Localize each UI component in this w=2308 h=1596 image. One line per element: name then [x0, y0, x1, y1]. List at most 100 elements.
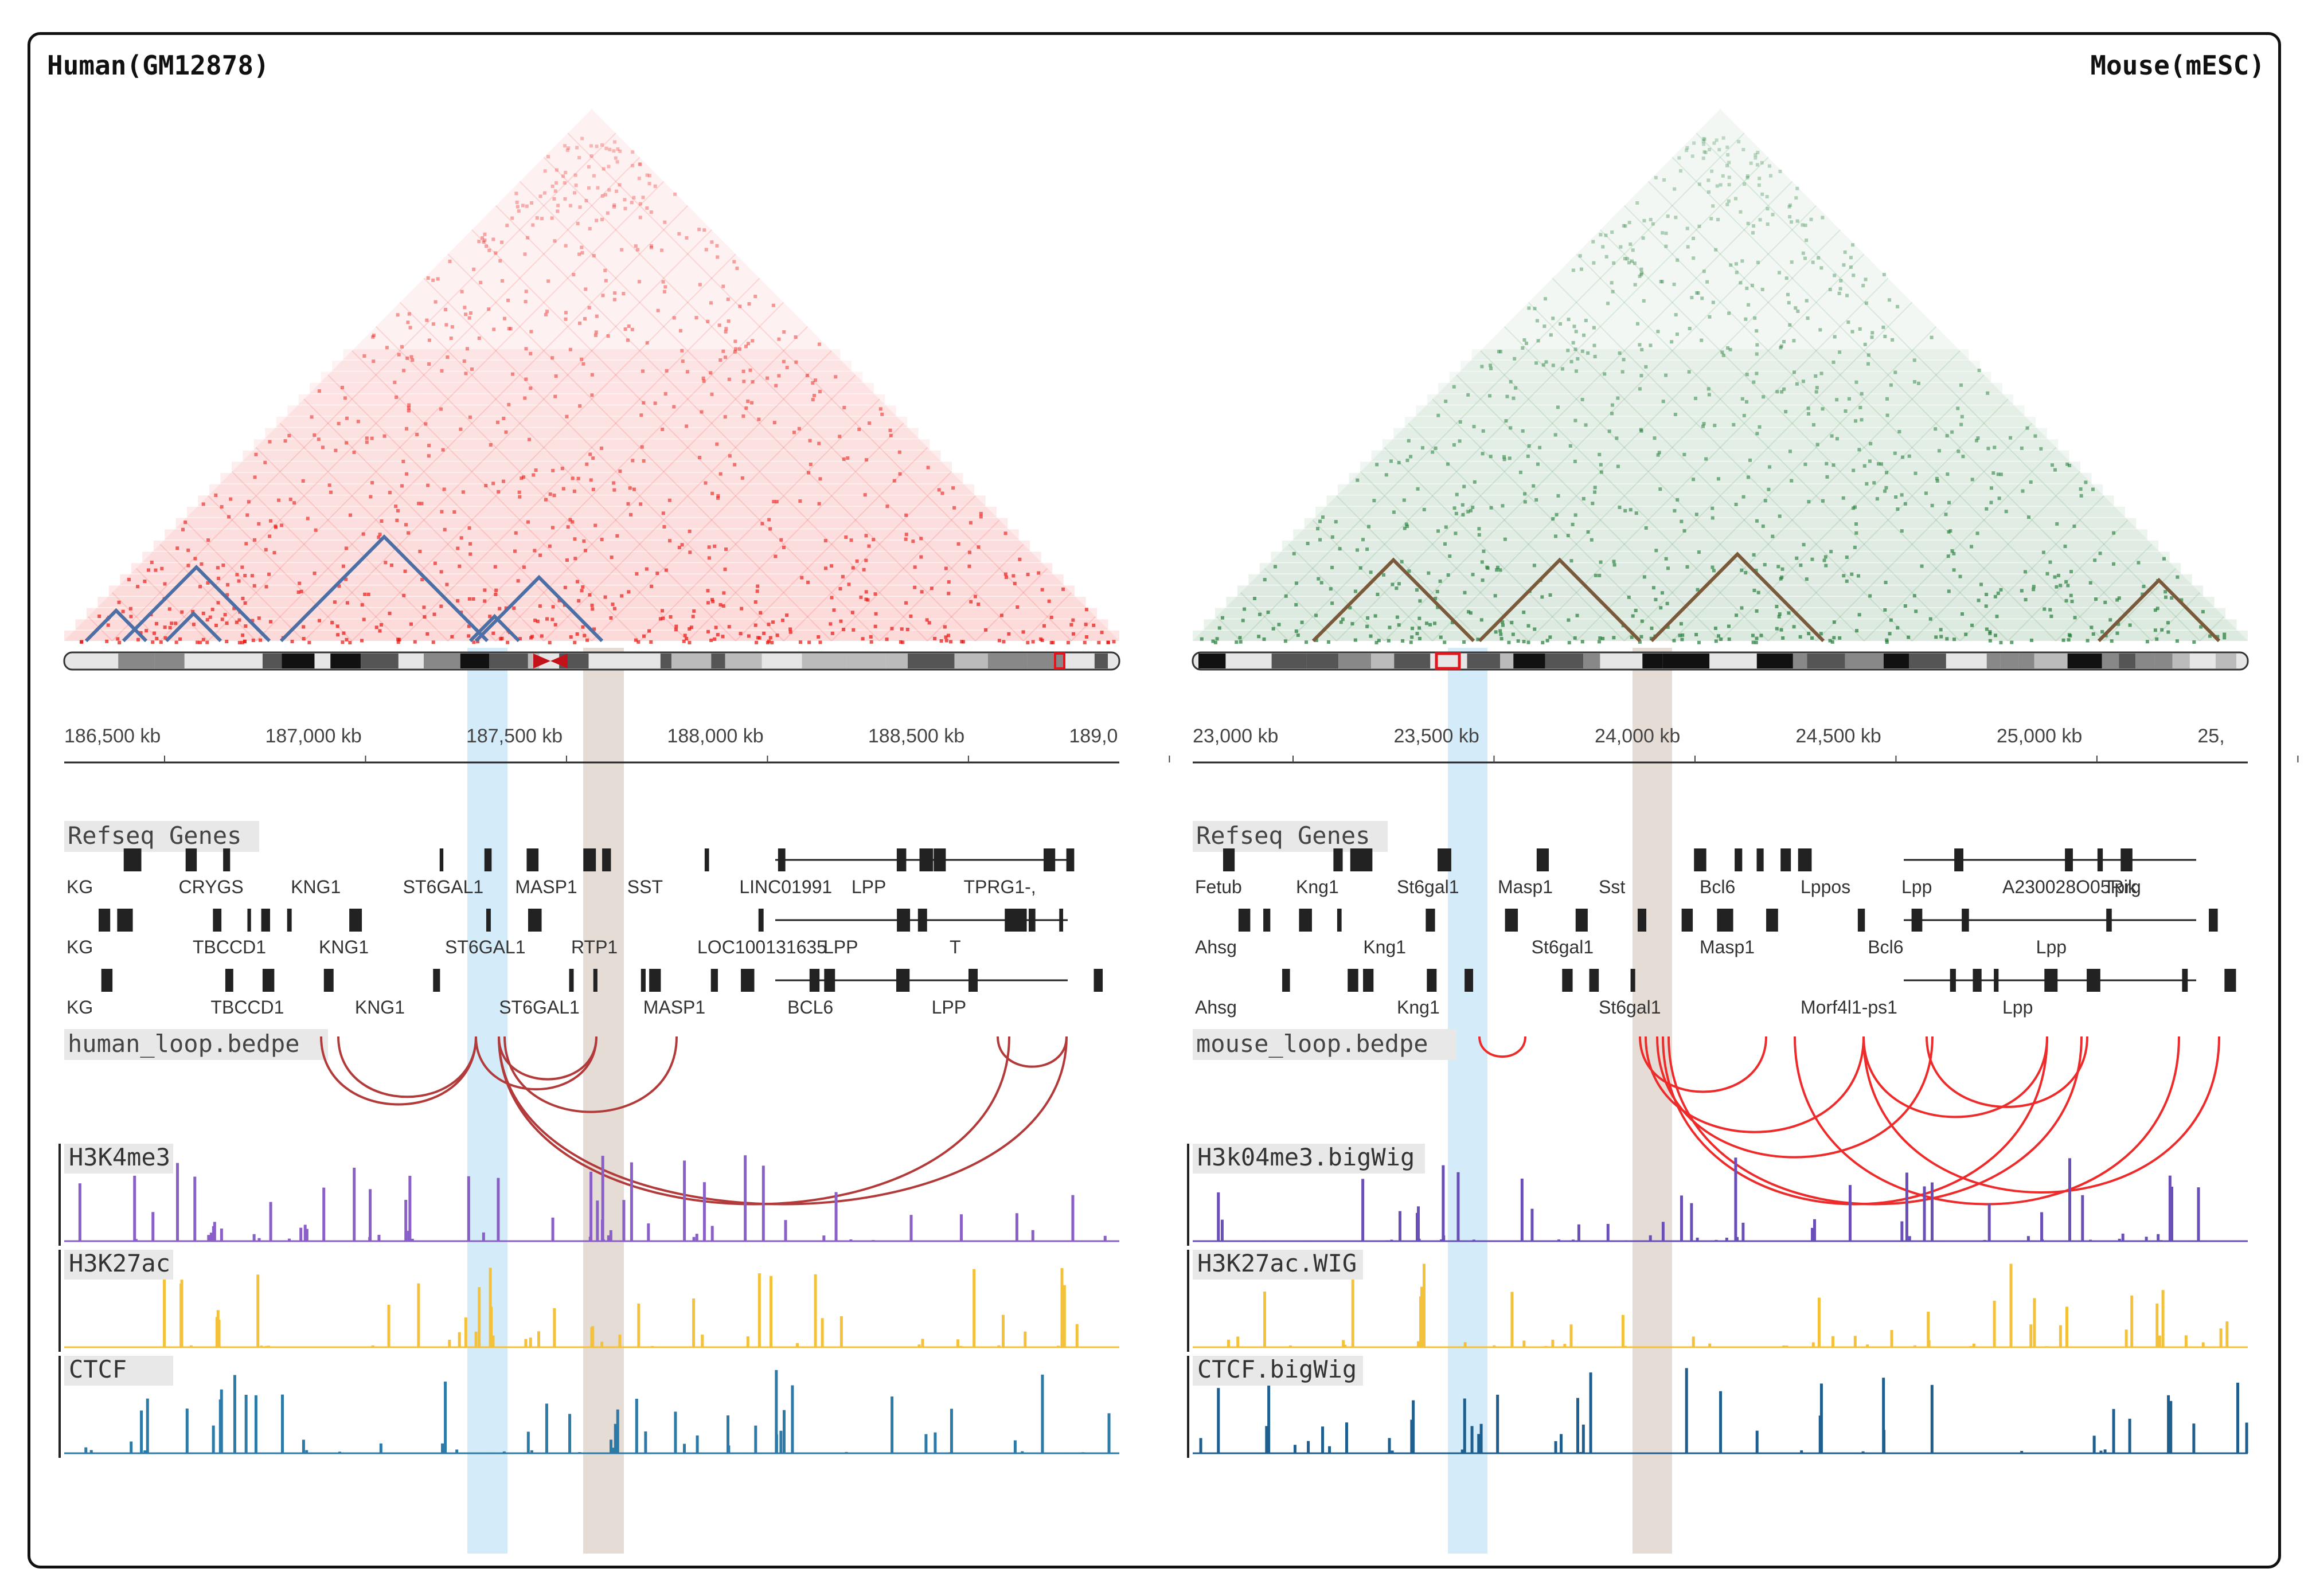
heatmap-cell: [545, 310, 549, 314]
signal-peak: [1342, 1340, 1345, 1347]
heatmap-cell: [483, 588, 487, 592]
heatmap-cell: [588, 593, 592, 597]
heatmap-cell: [504, 430, 508, 434]
exon-glyph: [439, 848, 444, 871]
exon-glyph: [1857, 909, 1865, 932]
heatmap-cell: [1543, 297, 1547, 301]
heatmap-cell: [1084, 608, 1088, 612]
heatmap-cell: [1373, 614, 1377, 618]
heatmap-cell: [427, 454, 431, 458]
signal-peak: [637, 1303, 641, 1347]
heatmap-cell: [635, 572, 639, 576]
heatmap-cell: [1574, 330, 1578, 334]
heatmap-cell: [1819, 371, 1823, 375]
heatmap-cell: [1725, 145, 1729, 149]
signal-peak: [1685, 1368, 1688, 1453]
heatmap-cell: [661, 427, 665, 431]
heatmap-cell: [630, 201, 634, 205]
heatmap-cell: [2070, 600, 2074, 604]
heatmap-cell: [1993, 445, 1997, 449]
heatmap-cell: [1047, 599, 1051, 603]
heatmap-cell: [1715, 138, 1719, 142]
heatmap-cell: [1835, 437, 1839, 441]
heatmap-cell: [1884, 486, 1888, 490]
gene-name: ST6GAL1: [445, 937, 526, 957]
heatmap-cell: [1573, 347, 1577, 351]
heatmap-layer: [332, 360, 852, 371]
heatmap-cell: [1660, 591, 1664, 595]
gene-name: Fetub: [1195, 877, 1242, 897]
heatmap-cell: [2029, 480, 2033, 484]
heatmap-cell: [1831, 360, 1836, 364]
heatmap-cell: [1884, 581, 1888, 585]
heatmap-gridline: [1216, 616, 1241, 641]
heatmap-gridline: [208, 495, 353, 641]
heatmap-cell: [1868, 459, 1872, 463]
heatmap-cell: [198, 585, 202, 589]
signal-peak: [524, 1339, 528, 1347]
heatmap-cell: [1571, 268, 1575, 272]
heatmap-cell: [873, 624, 877, 628]
heatmap-cell: [1844, 409, 1848, 413]
heatmap-cell: [596, 186, 600, 190]
chromosome-band: [1600, 654, 1631, 668]
heatmap-gridline: [2008, 519, 2129, 641]
heatmap-cell: [930, 586, 934, 590]
heatmap-cell: [501, 479, 505, 483]
heatmap-layer: [1293, 529, 2147, 540]
signal-peak: [1199, 1438, 1202, 1453]
heatmap-cell: [372, 359, 376, 363]
heatmap-cell: [1727, 175, 1731, 179]
heatmap-cell: [146, 568, 150, 572]
heatmap-cell: [206, 538, 210, 542]
heatmap-cell: [770, 640, 774, 644]
heatmap-gridline: [1408, 423, 1625, 641]
heatmap-cell: [1784, 410, 1788, 414]
heatmap-cell: [797, 427, 801, 431]
heatmap-cell: [569, 635, 573, 639]
heatmap-cell: [944, 635, 948, 639]
exon-glyph: [1694, 848, 1706, 871]
heatmap-cell: [1661, 231, 1665, 235]
heatmap-cell: [500, 240, 504, 244]
heatmap-cell: [404, 523, 408, 527]
signal-peak: [2159, 1240, 2163, 1241]
heatmap-cell: [1838, 287, 1842, 291]
heatmap-cell: [1495, 568, 1499, 572]
heatmap-cell: [1860, 392, 1864, 396]
heatmap-cell: [382, 434, 386, 438]
gene-name: LOC100131635: [697, 937, 827, 957]
heatmap-cell: [999, 613, 1003, 617]
signal-peak: [193, 1176, 197, 1241]
heatmap-cell: [600, 446, 604, 450]
heatmap-cell: [890, 627, 894, 631]
heatmap-cell: [1604, 255, 1608, 259]
signal-peak: [1621, 1315, 1624, 1347]
signal-peak: [209, 1233, 213, 1241]
heatmap-cell: [1479, 618, 1483, 622]
centromere-icon: [533, 654, 568, 668]
heatmap-cell: [589, 478, 593, 482]
heatmap-layer: [1226, 597, 2215, 608]
heatmap-cell: [500, 279, 504, 283]
heatmap-cell: [1262, 637, 1266, 641]
signal-peak: [1927, 1340, 1931, 1347]
heatmap-cell: [641, 369, 645, 373]
gene-name: MASP1: [643, 997, 705, 1018]
heatmap-cell: [1979, 582, 1983, 586]
heatmap-cell: [1471, 505, 1475, 509]
heatmap-cell: [1935, 479, 1939, 483]
heatmap-cell: [1721, 174, 1725, 178]
heatmap-cell: [1768, 465, 1772, 469]
heatmap-cell: [1823, 555, 1827, 559]
heatmap-cell: [1633, 261, 1637, 265]
heatmap-cell: [1591, 502, 1595, 506]
heatmap-cell: [1719, 637, 1723, 641]
heatmap-cell: [616, 147, 620, 151]
heatmap-cell: [692, 609, 696, 613]
heatmap-cell: [2032, 588, 2036, 592]
signal-peak: [1472, 1239, 1475, 1241]
signal-peak: [1579, 1452, 1583, 1453]
signal-peak: [1417, 1238, 1421, 1241]
heatmap-cell: [1467, 610, 1471, 614]
